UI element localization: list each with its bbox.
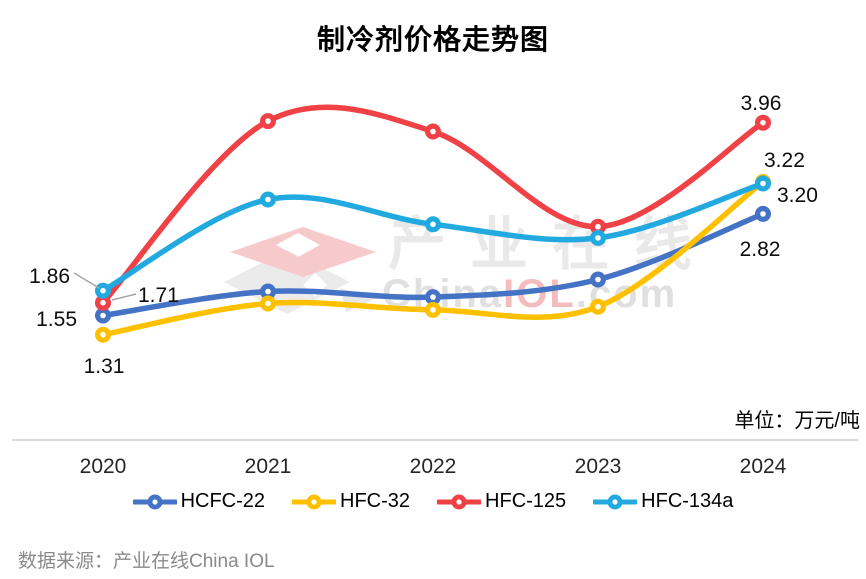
x-axis-ticks: 2020 2021 2022 2023 2024 — [80, 455, 787, 478]
marker-hole-HFC-134a-2024 — [760, 180, 766, 187]
legend-item-HCFC-22: HCFC-22 — [132, 490, 266, 513]
legend-dot-hole-HFC-125 — [456, 498, 462, 505]
marker-hole-HFC-32-2021 — [265, 300, 271, 307]
legend-marker-icon-HFC-32 — [292, 494, 337, 509]
legend-dot-hole-HFC-32 — [311, 498, 317, 505]
legend-marker-icon-HFC-134a — [593, 494, 638, 509]
legend-dot-hole-HCFC-22 — [151, 498, 158, 505]
marker-hole-HFC-125-2022 — [430, 128, 436, 135]
legend-dot-hole-HFC-134a — [612, 498, 618, 505]
x-tick-2022: 2022 — [410, 455, 457, 478]
legend-label-HFC-134a: HFC-134a — [641, 490, 734, 512]
point-label-HCFC-22-2024: 2.82 — [740, 238, 781, 261]
legend-label-HFC-125: HFC-125 — [485, 490, 567, 512]
marker-hole-HFC-32-2022 — [430, 307, 436, 313]
x-tick-2024: 2024 — [740, 455, 787, 478]
marker-hole-HFC-125-2021 — [265, 118, 271, 124]
legend-marker-icon-HCFC-22 — [132, 494, 177, 509]
marker-hole-HCFC-22-2024 — [760, 211, 766, 217]
legend-label-HCFC-22: HCFC-22 — [180, 490, 266, 512]
point-label-HFC-32-2020: 1.31 — [84, 355, 125, 378]
marker-hole-HFC-134a-2021 — [265, 196, 271, 203]
point-label-HFC-134a-2020: 1.86 — [29, 265, 70, 288]
legend-item-HFC-125: HFC-125 — [437, 490, 566, 513]
marker-hole-HCFC-22-2021 — [265, 288, 271, 295]
line-chart-plot: 产业在线 ChinaIOL.com 1.861.711.551.313.963.… — [12, 92, 860, 478]
legend-item-HFC-32: HFC-32 — [292, 490, 410, 513]
chart-title: 制冷剂价格走势图 — [316, 24, 549, 55]
data-source-label: 数据来源：产业在线China IOL — [18, 551, 275, 572]
unit-label: 单位：万元/吨 — [734, 409, 860, 432]
x-tick-2021: 2021 — [245, 455, 292, 478]
marker-hole-HFC-125-2020 — [100, 299, 106, 306]
marker-hole-HFC-125-2023 — [595, 223, 601, 230]
point-label-HCFC-22-2020: 1.55 — [36, 308, 77, 331]
marker-hole-HFC-134a-2020 — [100, 287, 106, 294]
marker-hole-HFC-32-2023 — [595, 303, 601, 310]
marker-hole-HFC-134a-2022 — [430, 221, 436, 228]
chart-legend: HCFC-22 HFC-32 HFC-125 HFC-134a — [0, 490, 866, 513]
point-label-HFC-134a-2024: 3.20 — [777, 184, 818, 207]
watermark-logo-red-diamond — [230, 227, 376, 277]
label-leader-HFC-125-2020 — [111, 293, 137, 301]
legend-label-HFC-32: HFC-32 — [340, 490, 411, 512]
point-label-HFC-125-2020: 1.71 — [138, 284, 179, 307]
marker-hole-HFC-134a-2023 — [595, 235, 601, 241]
marker-hole-HFC-32-2020 — [100, 331, 106, 338]
marker-hole-HCFC-22-2023 — [595, 276, 601, 283]
marker-hole-HCFC-22-2020 — [100, 312, 106, 319]
series-group — [95, 104, 771, 343]
label-leader-HFC-134a-2020 — [73, 272, 100, 289]
legend-marker-icon-HFC-125 — [437, 494, 482, 509]
x-tick-2020: 2020 — [80, 455, 127, 478]
marker-hole-HCFC-22-2022 — [430, 294, 436, 300]
x-tick-2023: 2023 — [575, 455, 622, 478]
point-label-HFC-125-2024: 3.96 — [741, 92, 782, 115]
point-label-HFC-32-2024: 3.22 — [764, 149, 805, 172]
legend-item-HFC-134a: HFC-134a — [593, 490, 733, 513]
point-labels-group: 1.86 1.71 1.55 1.31 3.96 3.22 3.20 2.82 — [29, 92, 818, 378]
marker-hole-HFC-125-2024 — [760, 119, 766, 126]
